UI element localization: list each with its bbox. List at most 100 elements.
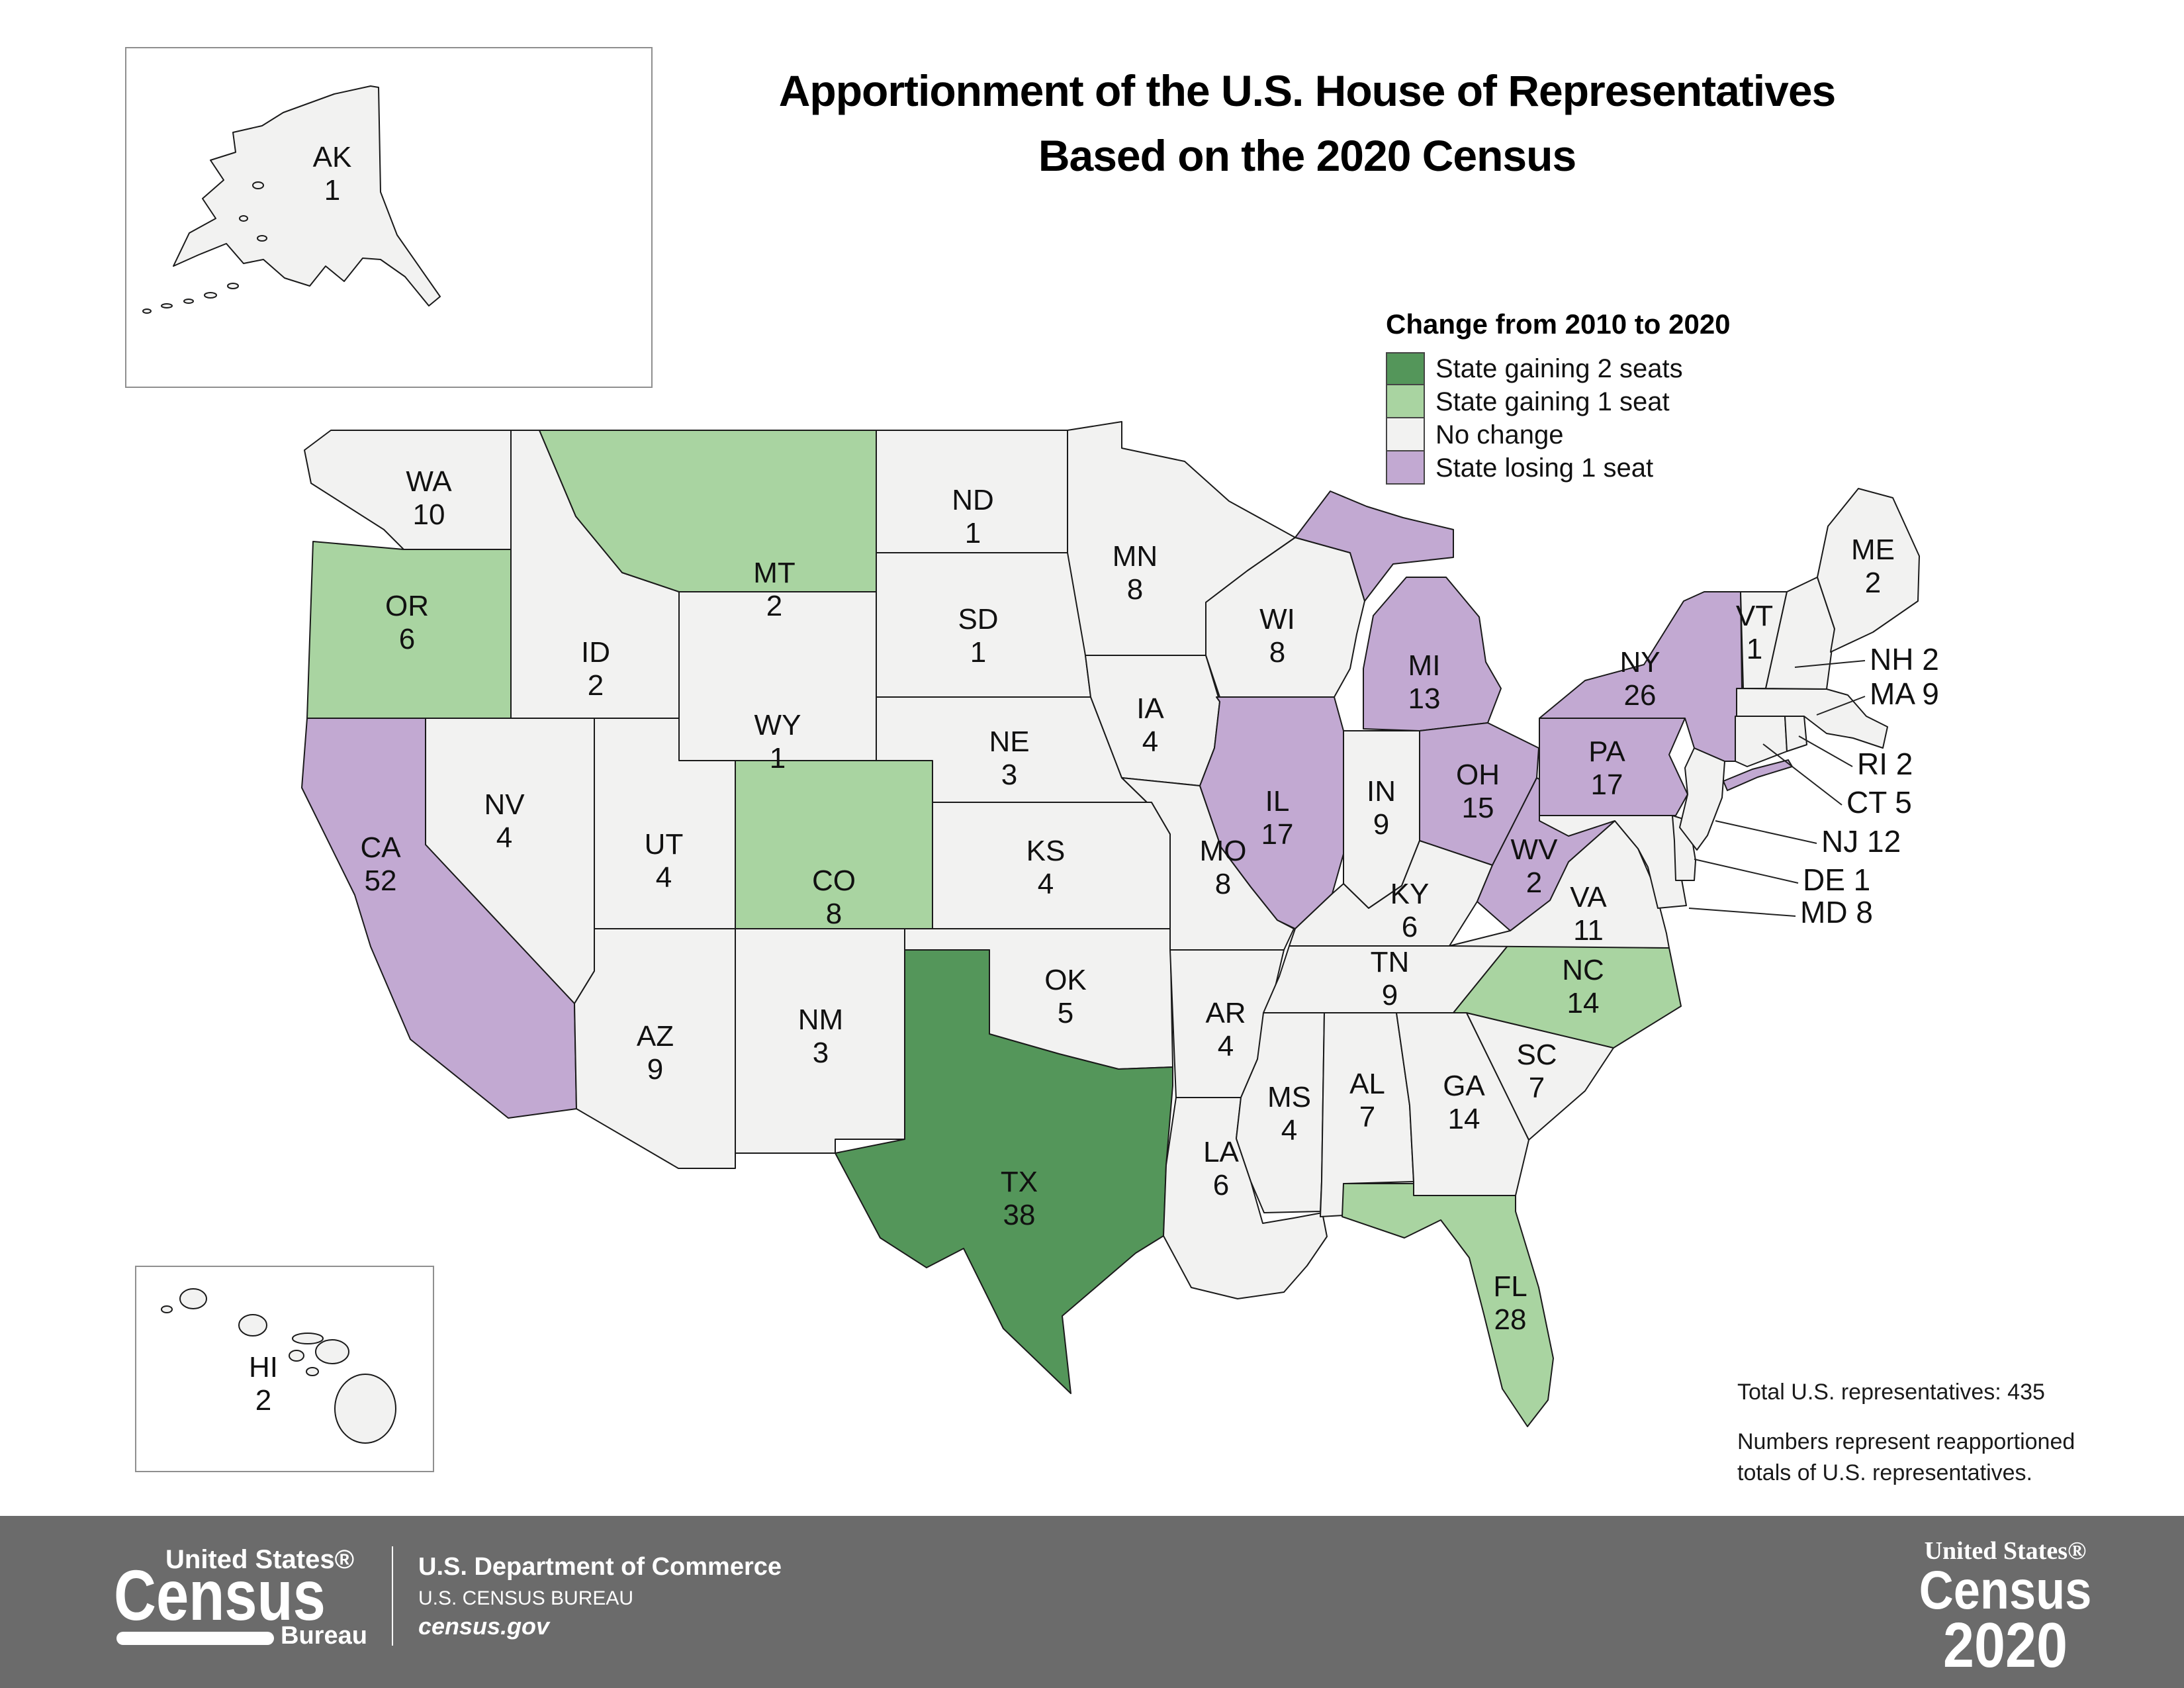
hawaii-island: [334, 1374, 396, 1444]
census-logo-top: United States®: [165, 1545, 355, 1574]
us-census-bureau: U.S. CENSUS BUREAU: [418, 1587, 634, 1609]
state-FL: [1342, 1183, 1554, 1427]
state-label-AK: AK 1: [313, 141, 352, 207]
state-label-OR: OR 6: [385, 590, 429, 655]
census-2020-main: Census: [1919, 1560, 2092, 1620]
legend-swatch-gain2: [1386, 352, 1425, 385]
callout-line-NH: [1794, 660, 1866, 668]
state-label-GA: GA 14: [1443, 1070, 1485, 1135]
census-logo-bureau: Bureau: [281, 1622, 367, 1650]
state-label-MS: MS 4: [1267, 1081, 1311, 1147]
hawaii-island: [292, 1333, 324, 1344]
state-label-CO: CO 8: [812, 865, 856, 930]
state-label-NC: NC 14: [1562, 954, 1604, 1019]
title-line2: Based on the 2020 Census: [1038, 131, 1576, 180]
state-label-ME: ME 2: [1851, 534, 1895, 599]
alaska-island: [183, 299, 194, 304]
state-shape: [1722, 759, 1794, 792]
legend-label-lose1: State losing 1 seat: [1435, 453, 1654, 483]
callout-line-NJ: [1715, 820, 1817, 844]
hawaii-island: [161, 1305, 173, 1313]
state-label-MN: MN 8: [1113, 540, 1158, 606]
state-label-AL: AL 7: [1349, 1068, 1385, 1133]
legend-row-gain1: State gaining 1 seat: [1386, 385, 1731, 418]
dept-of-commerce: U.S. Department of Commerce: [418, 1553, 782, 1581]
hawaii-island: [306, 1367, 319, 1376]
legend-label-gain1: State gaining 1 seat: [1435, 387, 1670, 416]
state-label-VA: VA 11: [1570, 881, 1607, 947]
page-title: Apportionment of the U.S. House of Repre…: [695, 58, 1919, 188]
census-2020-year: 2020: [1943, 1609, 2068, 1681]
state-CA: [301, 718, 577, 1119]
state-TX: [835, 949, 1173, 1394]
callout-label-NJ: NJ 12: [1821, 824, 1901, 859]
alaska-island: [161, 303, 173, 308]
state-label-WV: WV 2: [1511, 833, 1559, 899]
note-line2: totals of U.S. representatives.: [1737, 1460, 2032, 1485]
state-shape: [1784, 716, 1807, 752]
state-label-FL: FL 28: [1493, 1270, 1527, 1336]
legend-title: Change from 2010 to 2020: [1386, 308, 1731, 340]
state-label-VT: VT 1: [1736, 600, 1773, 665]
callout-line-DE: [1694, 859, 1799, 884]
state-label-TX: TX 38: [1001, 1166, 1038, 1231]
hawaii-island: [289, 1350, 304, 1362]
callout-line-CT: [1762, 743, 1843, 806]
state-label-WI: WI 8: [1259, 603, 1295, 669]
title-line1: Apportionment of the U.S. House of Repre…: [778, 66, 1837, 115]
state-shape: [1736, 688, 1888, 749]
state-shape: [1765, 577, 1835, 690]
total-representatives: Total U.S. representatives: 435: [1737, 1380, 2045, 1405]
callout-label-RI: RI 2: [1857, 747, 1913, 781]
callout-label-NH: NH 2: [1870, 642, 1939, 677]
legend-swatch-none: [1386, 418, 1425, 451]
state-label-IN: IN 9: [1367, 775, 1396, 841]
legend-label-none: No change: [1435, 420, 1564, 449]
state-WI: [1205, 537, 1365, 698]
state-shape: [1679, 747, 1725, 851]
legend-label-gain2: State gaining 2 seats: [1435, 353, 1683, 383]
state-label-PA: PA 17: [1588, 735, 1625, 801]
census-2020-top: United States®: [1924, 1537, 2087, 1565]
state-label-UT: UT 4: [645, 828, 684, 894]
footer-bar: United States® Census Bureau U.S. Depart…: [0, 1516, 2184, 1688]
state-label-NV: NV 4: [484, 788, 525, 854]
state-label-SD: SD 1: [958, 603, 998, 669]
state-ME: [1817, 488, 1920, 653]
state-label-AR: AR 4: [1205, 997, 1246, 1062]
callout-line-RI: [1798, 735, 1853, 767]
alaska-island: [257, 235, 267, 242]
census-2020-logo: United States® Census 2020: [1906, 1537, 2105, 1681]
callout-label-DE: DE 1: [1803, 863, 1870, 897]
legend-row-none: No change: [1386, 418, 1731, 451]
census-logo-bar: [116, 1632, 274, 1645]
callout-line-MA: [1816, 696, 1866, 716]
census-gov-link[interactable]: census.gov: [418, 1613, 550, 1640]
state-label-IA: IA 4: [1136, 692, 1164, 758]
state-shape: [1295, 491, 1454, 602]
state-label-CA: CA 52: [360, 831, 401, 897]
state-label-HI: HI 2: [249, 1351, 278, 1417]
legend-swatch-lose1: [1386, 451, 1425, 485]
state-label-WA: WA 10: [406, 465, 452, 531]
alaska-island: [142, 308, 152, 314]
hawaii-island: [179, 1288, 207, 1309]
state-label-SC: SC 7: [1516, 1039, 1557, 1104]
state-label-KS: KS 4: [1026, 835, 1066, 900]
footer-divider: [392, 1546, 393, 1646]
state-label-WY: WY 1: [754, 709, 801, 774]
state-shape: [1735, 716, 1788, 767]
hawaii-island: [315, 1339, 349, 1364]
legend: Change from 2010 to 2020 State gaining 2…: [1386, 308, 1731, 485]
state-label-IL: IL 17: [1261, 785, 1294, 851]
legend-row-lose1: State losing 1 seat: [1386, 451, 1731, 485]
state-label-ND: ND 1: [952, 484, 994, 549]
state-label-LA: LA 6: [1203, 1136, 1239, 1201]
hawaii-island: [238, 1314, 267, 1336]
callout-label-MA: MA 9: [1870, 677, 1939, 711]
state-label-NY: NY 26: [1619, 646, 1660, 712]
state-label-ID: ID 2: [581, 636, 610, 702]
alaska-island: [252, 181, 264, 189]
